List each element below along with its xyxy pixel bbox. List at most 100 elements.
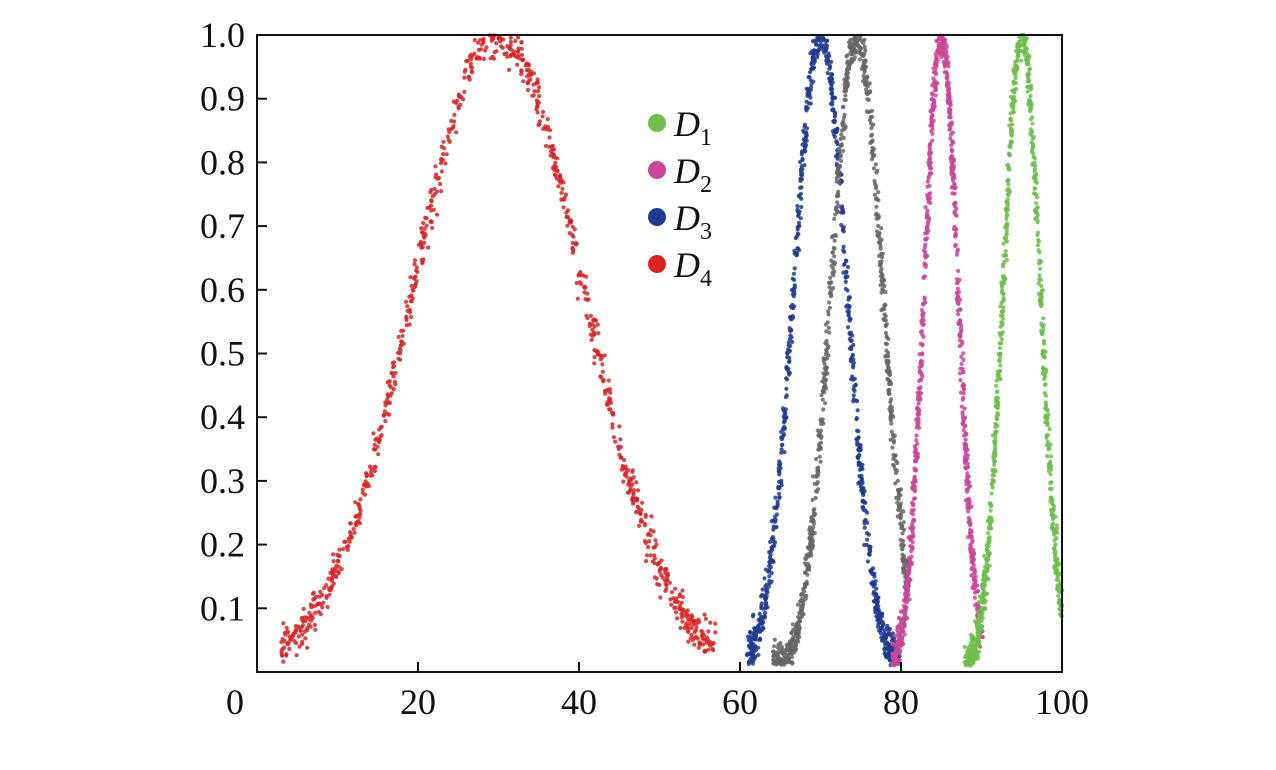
data-point bbox=[799, 185, 804, 190]
data-point bbox=[928, 160, 934, 165]
data-point bbox=[807, 90, 812, 95]
data-point bbox=[915, 424, 920, 429]
data-point bbox=[785, 646, 790, 651]
data-point bbox=[854, 398, 860, 404]
data-point bbox=[779, 483, 784, 488]
data-point bbox=[945, 71, 950, 77]
data-point bbox=[692, 642, 697, 647]
data-point bbox=[815, 487, 821, 492]
data-point bbox=[962, 644, 967, 650]
data-point bbox=[824, 365, 829, 370]
data-point bbox=[909, 510, 914, 515]
data-point bbox=[1048, 507, 1054, 512]
data-point bbox=[481, 36, 486, 42]
data-point bbox=[1009, 118, 1014, 123]
data-point bbox=[1047, 461, 1052, 466]
data-point bbox=[469, 65, 475, 70]
data-point bbox=[595, 322, 600, 327]
data-point bbox=[536, 122, 541, 128]
data-point bbox=[905, 585, 910, 590]
data-point bbox=[520, 57, 525, 63]
data-point bbox=[532, 89, 537, 94]
data-point bbox=[300, 641, 305, 647]
data-point bbox=[877, 263, 882, 268]
data-point bbox=[455, 98, 460, 103]
data-point bbox=[954, 213, 959, 218]
data-point bbox=[416, 242, 421, 247]
data-point bbox=[600, 362, 605, 367]
data-point bbox=[827, 305, 833, 310]
data-point bbox=[919, 318, 924, 323]
data-point bbox=[499, 44, 504, 49]
data-point bbox=[890, 631, 896, 636]
data-point bbox=[975, 589, 981, 594]
data-point bbox=[554, 168, 559, 173]
data-point bbox=[421, 234, 426, 239]
data-point bbox=[797, 223, 802, 228]
data-point bbox=[341, 546, 346, 552]
data-point bbox=[1052, 554, 1057, 559]
data-point bbox=[508, 47, 513, 52]
data-point bbox=[831, 132, 836, 137]
data-point bbox=[543, 143, 548, 149]
data-point bbox=[1000, 330, 1005, 335]
data-point bbox=[851, 397, 856, 402]
legend-label: D2 bbox=[673, 151, 712, 198]
data-point bbox=[297, 644, 302, 649]
data-point bbox=[706, 629, 711, 634]
data-point bbox=[439, 169, 444, 174]
data-point bbox=[914, 433, 919, 438]
legend-label: D4 bbox=[673, 245, 712, 292]
data-point bbox=[636, 488, 641, 493]
data-point bbox=[917, 352, 922, 357]
data-point bbox=[906, 564, 911, 569]
data-point bbox=[1009, 133, 1014, 138]
data-point bbox=[1050, 523, 1055, 528]
data-point bbox=[690, 618, 695, 624]
data-point bbox=[875, 599, 881, 604]
data-point bbox=[819, 393, 824, 398]
data-point bbox=[405, 304, 410, 309]
data-point bbox=[888, 418, 894, 423]
data-point bbox=[784, 386, 789, 391]
data-point bbox=[838, 154, 843, 159]
data-point bbox=[895, 641, 900, 646]
data-point bbox=[841, 270, 846, 275]
data-point bbox=[802, 163, 807, 168]
data-point bbox=[702, 649, 707, 654]
data-point bbox=[883, 290, 888, 295]
data-point bbox=[1043, 403, 1049, 408]
data-point bbox=[920, 374, 925, 379]
series-4-points bbox=[890, 33, 985, 668]
data-point bbox=[901, 568, 906, 573]
data-point bbox=[891, 414, 896, 419]
data-point bbox=[519, 40, 524, 45]
data-point bbox=[832, 114, 838, 119]
data-point bbox=[962, 442, 967, 447]
data-point bbox=[928, 166, 933, 171]
data-point bbox=[1007, 167, 1012, 172]
data-point bbox=[815, 466, 820, 471]
data-point bbox=[669, 602, 674, 607]
data-point bbox=[1004, 231, 1009, 236]
data-point bbox=[851, 360, 857, 365]
data-point bbox=[428, 190, 433, 195]
data-point bbox=[703, 616, 709, 622]
data-point bbox=[947, 91, 952, 96]
data-point bbox=[429, 198, 434, 203]
data-point bbox=[982, 553, 987, 559]
data-point bbox=[829, 235, 835, 240]
data-point bbox=[1031, 154, 1036, 159]
data-point bbox=[810, 474, 816, 479]
data-point bbox=[955, 280, 960, 285]
data-point bbox=[963, 437, 968, 442]
data-point bbox=[700, 632, 705, 637]
data-point bbox=[977, 640, 982, 645]
data-point bbox=[387, 383, 392, 388]
data-point bbox=[833, 233, 838, 238]
data-point bbox=[961, 351, 966, 356]
data-point bbox=[818, 428, 824, 433]
data-point bbox=[862, 37, 867, 43]
data-point bbox=[413, 282, 418, 287]
data-point bbox=[414, 268, 419, 273]
